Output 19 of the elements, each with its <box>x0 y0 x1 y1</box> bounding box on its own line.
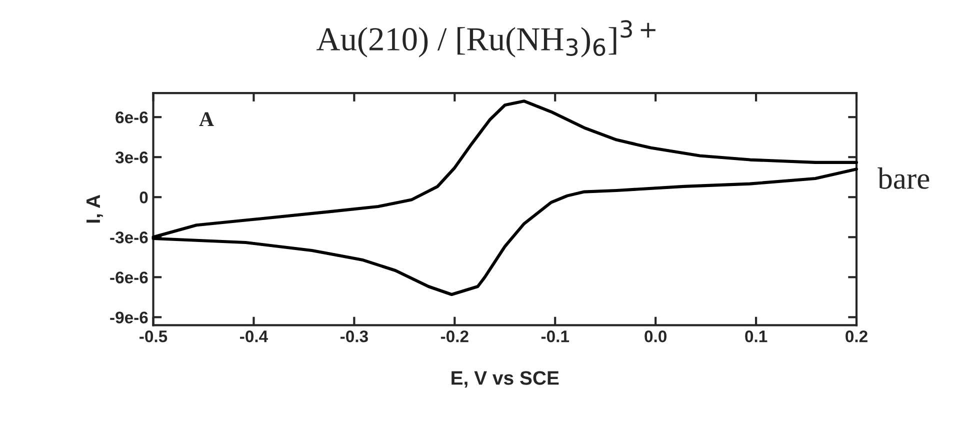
x-tick-label: -0.5 <box>140 330 168 342</box>
annotation: A <box>199 112 214 126</box>
x-tick-label: 0.0 <box>644 330 666 342</box>
x-axis-title: E, V vs SCE <box>452 371 559 388</box>
x-tick-label: -0.1 <box>541 330 570 342</box>
y-tick-label: 3e-6 <box>115 152 148 164</box>
x-tick-label: -0.2 <box>440 330 468 342</box>
y-tick-label: -6e-6 <box>110 272 148 284</box>
y-tick-label: -9e-6 <box>110 312 148 324</box>
x-tick-label: 0.1 <box>745 330 768 342</box>
y-tick-label: -3e-6 <box>110 232 148 244</box>
chart-title: Au(210) / [Ru(NH$_{3}$)$_{6}$]$^{3+}$ <box>316 20 656 58</box>
y-axis-title: I, A <box>86 194 103 223</box>
x-tick-label: -0.4 <box>240 330 268 342</box>
x-tick-label: -0.3 <box>340 330 368 342</box>
text: bare <box>878 167 930 189</box>
y-tick-label: 0 <box>140 192 148 204</box>
y-tick-label: 6e-6 <box>116 112 148 124</box>
x-tick-label: 0.2 <box>846 330 868 342</box>
